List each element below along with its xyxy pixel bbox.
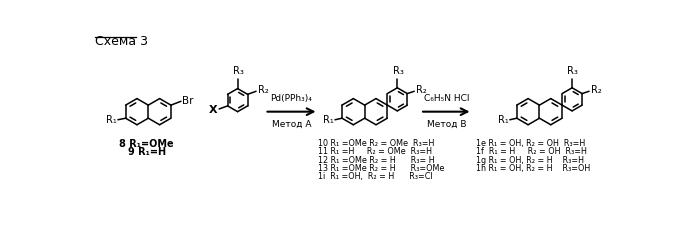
Text: 1i  R₁ =OH,  R₂ = H      R₃=Cl: 1i R₁ =OH, R₂ = H R₃=Cl <box>318 172 433 181</box>
Text: X: X <box>209 105 218 115</box>
Text: R₁: R₁ <box>105 115 117 125</box>
Text: 13 R₁ =OMe R₂ = H      R₃=OMe: 13 R₁ =OMe R₂ = H R₃=OMe <box>318 164 445 173</box>
Text: 11 R₁ =H     R₂ = OMe  R₃=H: 11 R₁ =H R₂ = OMe R₃=H <box>318 147 433 156</box>
Text: R₃: R₃ <box>567 66 579 76</box>
Text: R₁: R₁ <box>322 115 334 125</box>
Text: Схема 3: Схема 3 <box>95 35 148 49</box>
Text: 10 R₁ =OMe R₂ = OMe  R₃=H: 10 R₁ =OMe R₂ = OMe R₃=H <box>318 139 435 148</box>
Text: Pd(PPh₃)₄: Pd(PPh₃)₄ <box>271 94 313 103</box>
Text: C₆H₅N HCl: C₆H₅N HCl <box>424 94 469 103</box>
Text: Br: Br <box>181 95 193 105</box>
Text: 1g R₁ = OH, R₂ = H    R₃=H: 1g R₁ = OH, R₂ = H R₃=H <box>475 156 584 164</box>
Text: R₃: R₃ <box>233 66 244 76</box>
Text: R₁: R₁ <box>498 115 508 125</box>
Text: 9 R₁=H: 9 R₁=H <box>128 147 166 157</box>
Text: 8 R₁=OMe: 8 R₁=OMe <box>119 139 174 149</box>
Text: Метод A: Метод A <box>272 120 311 129</box>
Text: 1f  R₁ = H     R₂ = OH  R₃=H: 1f R₁ = H R₂ = OH R₃=H <box>475 147 586 156</box>
Text: R₂: R₂ <box>416 85 426 95</box>
Text: 12 R₁ =OMe R₂ = H      R₃= H: 12 R₁ =OMe R₂ = H R₃= H <box>318 156 435 164</box>
Text: Метод B: Метод B <box>426 120 466 129</box>
Text: 1e R₁ = OH, R₂ = OH  R₃=H: 1e R₁ = OH, R₂ = OH R₃=H <box>475 139 585 148</box>
Text: R₂: R₂ <box>591 85 602 95</box>
Text: R₃: R₃ <box>393 66 403 76</box>
Text: R₂: R₂ <box>258 85 268 95</box>
Text: 1h R₁ = OH, R₂ = H    R₃=OH: 1h R₁ = OH, R₂ = H R₃=OH <box>475 164 590 173</box>
